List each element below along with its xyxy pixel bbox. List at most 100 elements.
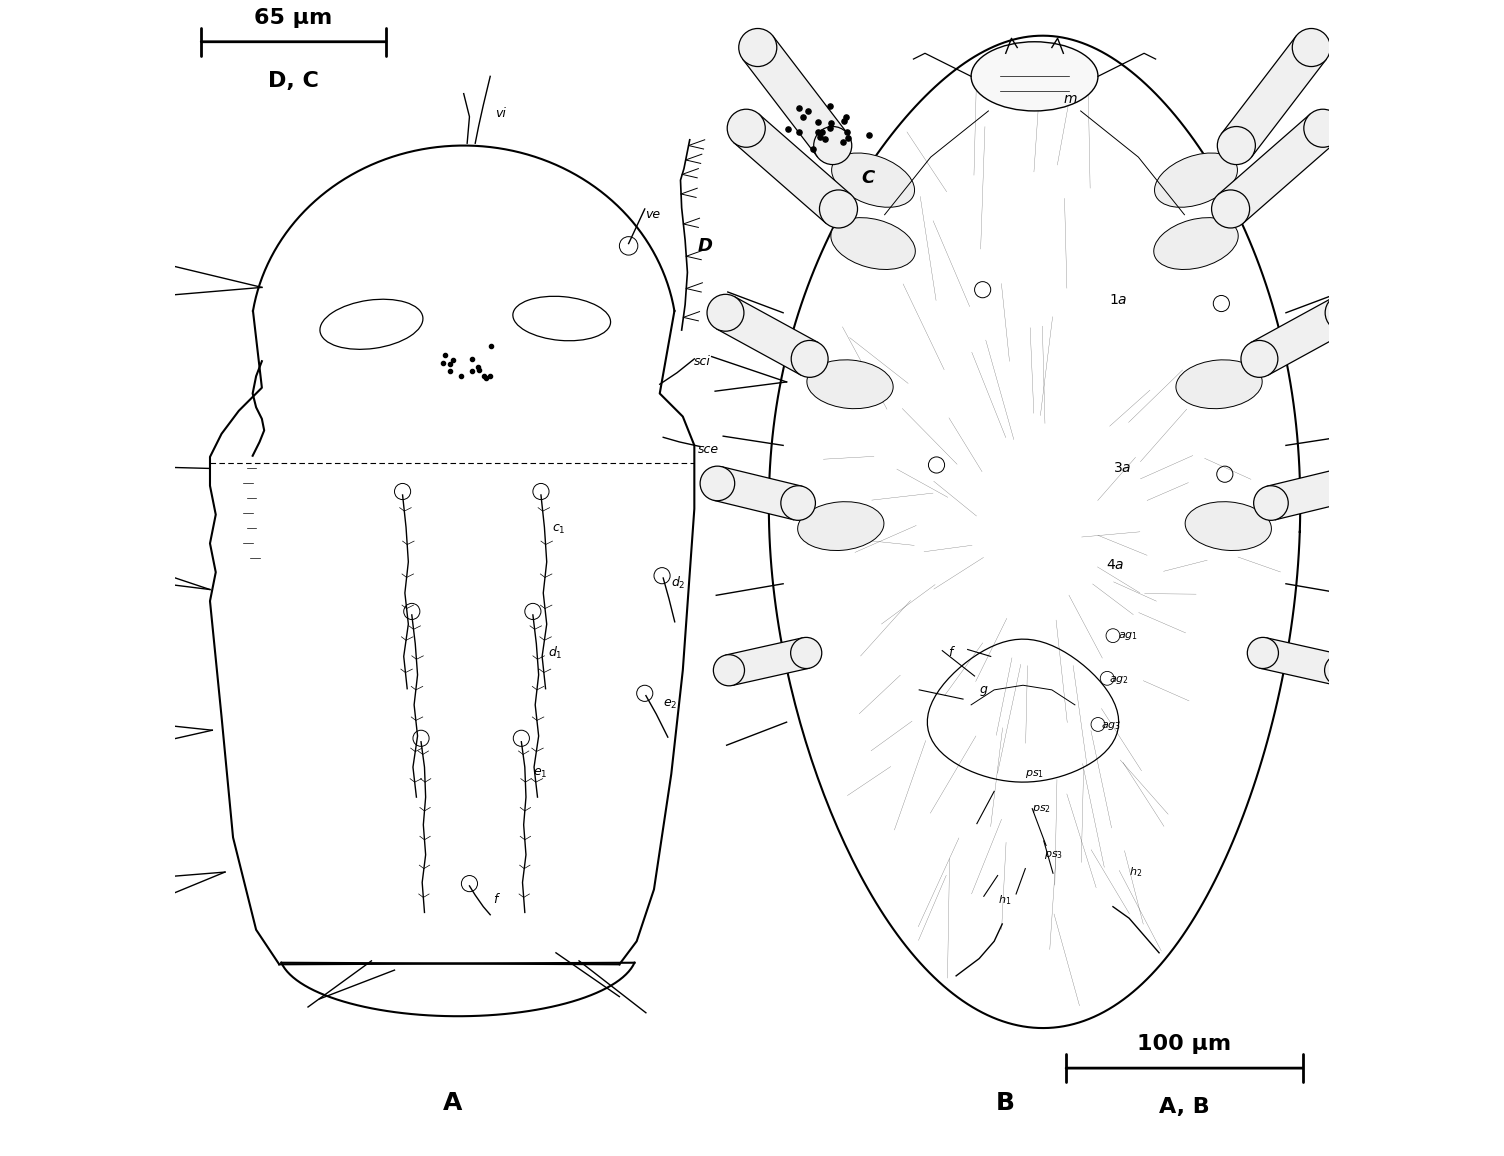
Text: 100 μm: 100 μm [1137, 1035, 1232, 1054]
Point [818, 119, 842, 138]
Point [474, 369, 498, 387]
Text: $1a$: $1a$ [1110, 292, 1128, 306]
Point [478, 368, 502, 386]
Text: $ps_3$: $ps_3$ [1044, 849, 1063, 861]
Point [809, 123, 833, 141]
Point [802, 140, 826, 158]
Point [472, 366, 496, 385]
Ellipse shape [972, 42, 1098, 111]
Text: $e_2$: $e_2$ [663, 698, 677, 711]
Text: vi: vi [495, 106, 505, 120]
Circle shape [1334, 466, 1369, 501]
Text: $h_2$: $h_2$ [1130, 866, 1143, 880]
Point [857, 126, 881, 144]
Text: $c_1$: $c_1$ [552, 523, 566, 536]
Polygon shape [1218, 114, 1336, 223]
Point [796, 102, 820, 120]
Circle shape [713, 654, 744, 686]
Point [818, 96, 842, 114]
Text: ve: ve [645, 208, 660, 221]
Text: D: D [698, 237, 713, 255]
Circle shape [791, 340, 829, 377]
Circle shape [728, 109, 766, 147]
Point [441, 350, 465, 369]
Text: $ag_3$: $ag_3$ [1101, 720, 1122, 732]
Text: $ps_2$: $ps_2$ [1032, 803, 1051, 815]
Point [832, 112, 856, 131]
Polygon shape [1266, 467, 1355, 520]
Circle shape [1247, 637, 1278, 668]
Ellipse shape [830, 217, 916, 269]
Ellipse shape [832, 153, 914, 207]
Circle shape [781, 486, 815, 520]
Text: C: C [862, 169, 875, 186]
Circle shape [738, 29, 776, 67]
Polygon shape [1221, 36, 1327, 157]
Circle shape [791, 637, 821, 668]
Point [791, 108, 815, 126]
Point [466, 358, 490, 377]
Point [806, 112, 830, 131]
Text: sce: sce [698, 444, 719, 457]
Point [835, 108, 859, 126]
Text: 65 μm: 65 μm [254, 8, 332, 28]
Circle shape [1292, 29, 1331, 67]
Text: $ag_1$: $ag_1$ [1117, 630, 1137, 642]
Ellipse shape [1155, 153, 1238, 207]
Circle shape [1241, 340, 1278, 377]
Circle shape [1325, 654, 1355, 686]
Text: $f$: $f$ [492, 892, 501, 906]
Text: B: B [996, 1091, 1015, 1114]
Point [814, 129, 838, 148]
Point [835, 123, 859, 141]
Point [787, 123, 811, 141]
Circle shape [1217, 126, 1256, 164]
Polygon shape [725, 638, 809, 686]
Point [776, 119, 800, 138]
Polygon shape [1250, 297, 1352, 375]
Point [430, 354, 454, 372]
Text: sci: sci [695, 355, 711, 368]
Point [787, 99, 811, 118]
Ellipse shape [806, 360, 893, 409]
Circle shape [707, 295, 744, 332]
Circle shape [699, 466, 734, 501]
Text: $g$: $g$ [979, 684, 988, 698]
Point [460, 350, 484, 369]
Circle shape [820, 190, 857, 228]
Circle shape [1254, 486, 1289, 520]
Text: $h_1$: $h_1$ [997, 894, 1011, 907]
Text: $d_1$: $d_1$ [547, 644, 562, 660]
Point [820, 113, 844, 132]
Point [806, 123, 830, 141]
Ellipse shape [1154, 217, 1238, 269]
Text: $ps_1$: $ps_1$ [1026, 769, 1044, 780]
Text: $ag_2$: $ag_2$ [1110, 674, 1130, 686]
Point [433, 346, 457, 364]
Point [836, 128, 860, 147]
Polygon shape [743, 36, 848, 157]
Text: A, B: A, B [1160, 1097, 1209, 1117]
Text: $3a$: $3a$ [1113, 461, 1131, 475]
Ellipse shape [797, 502, 884, 550]
Circle shape [1212, 190, 1250, 228]
Point [478, 338, 502, 356]
Text: A: A [442, 1091, 462, 1114]
Polygon shape [716, 297, 818, 375]
Text: $d_2$: $d_2$ [671, 576, 686, 592]
Polygon shape [1259, 638, 1343, 686]
Text: $m$: $m$ [1063, 91, 1078, 106]
Text: $f$: $f$ [948, 645, 957, 659]
Point [460, 362, 484, 380]
Circle shape [814, 126, 851, 164]
Text: $e_1$: $e_1$ [532, 768, 547, 780]
Circle shape [1325, 295, 1363, 332]
Point [466, 361, 490, 379]
Circle shape [1304, 109, 1342, 147]
Point [448, 368, 472, 386]
Text: $4a$: $4a$ [1105, 558, 1125, 572]
Ellipse shape [1185, 502, 1271, 550]
Point [832, 133, 856, 151]
Point [808, 128, 832, 147]
Text: D, C: D, C [268, 71, 319, 90]
